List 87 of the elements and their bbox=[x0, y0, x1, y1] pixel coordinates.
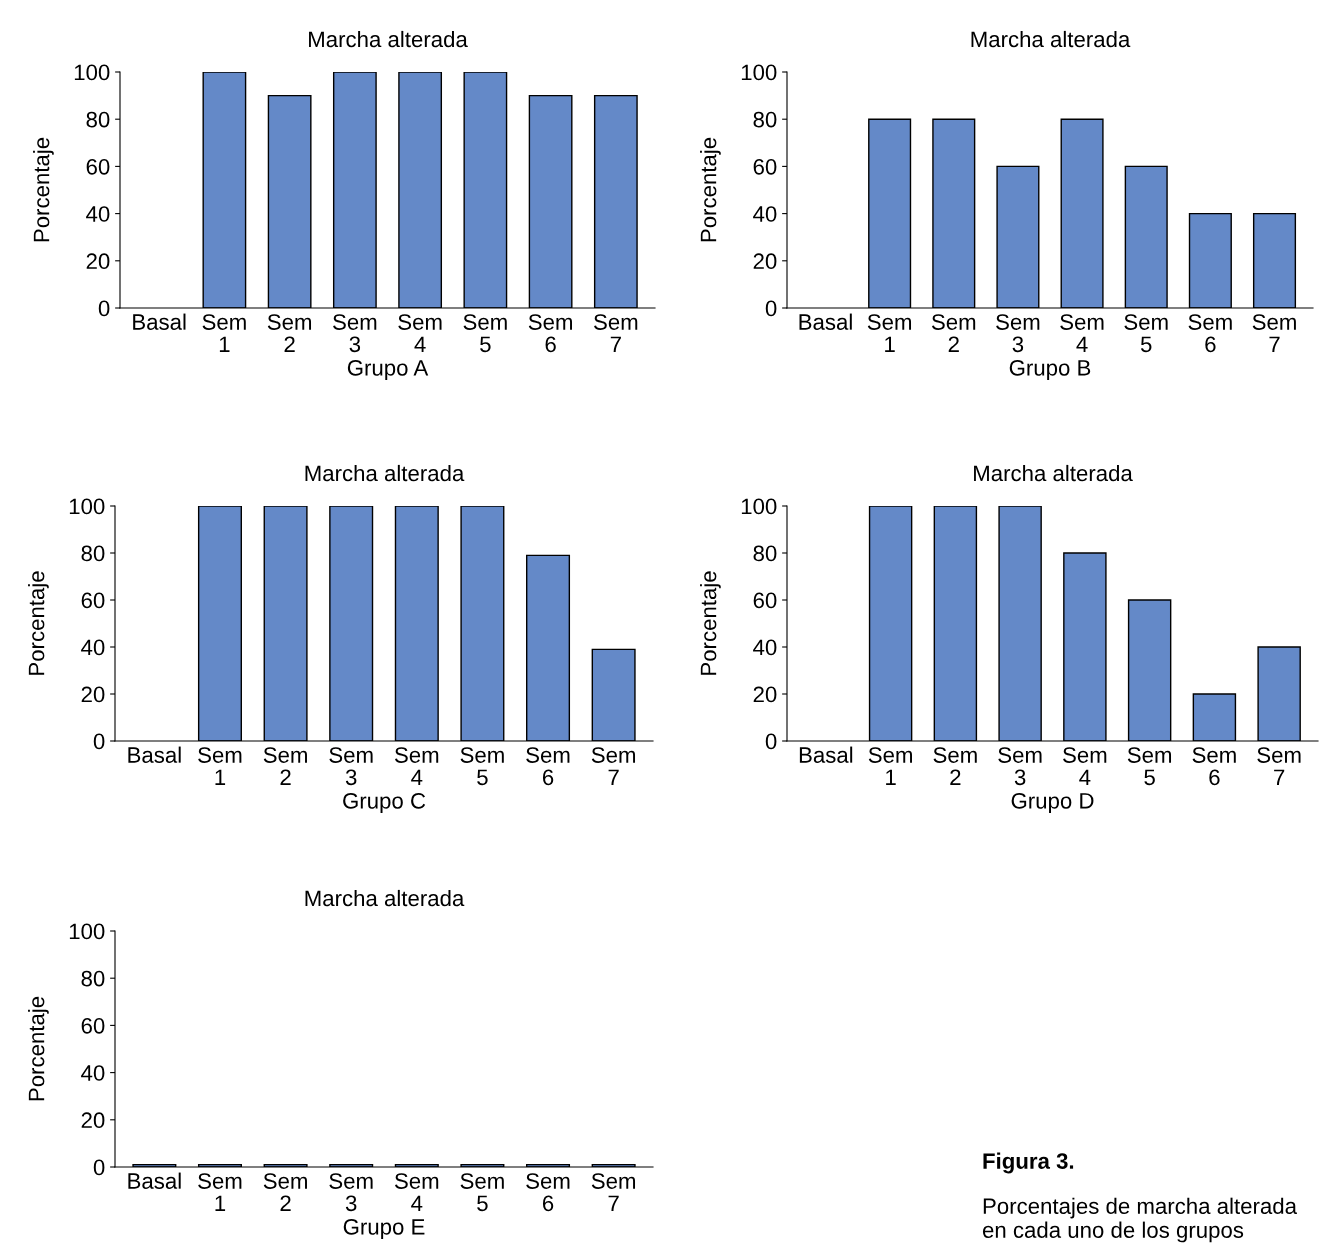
x-tick-label: Sem 6 bbox=[526, 747, 570, 786]
x-tick-label: Sem 2 bbox=[931, 314, 976, 352]
y-tick-label: 40 bbox=[81, 1065, 105, 1081]
x-tick-label: Sem 2 bbox=[933, 747, 977, 785]
x-tick-label: Sem 7 bbox=[1257, 747, 1301, 785]
x-tick-label: Sem 4 bbox=[398, 314, 442, 352]
x-tick-label: Sem 2 bbox=[263, 1173, 307, 1211]
y-tick-label: 80 bbox=[81, 545, 105, 562]
y-tick-label: 80 bbox=[86, 111, 110, 128]
y-tick-label: 20 bbox=[81, 686, 105, 703]
x-tick-label: Sem 4 bbox=[1060, 314, 1104, 352]
x-tick-label: Basal bbox=[128, 1172, 181, 1189]
chart-title: Marcha alterada bbox=[971, 30, 1131, 48]
y-tick-label: 0 bbox=[98, 300, 110, 317]
y-tick-label: 100 bbox=[69, 498, 105, 515]
y-tick-label: 20 bbox=[86, 253, 110, 270]
x-tick-label: Sem 3 bbox=[329, 1173, 373, 1212]
y-tick-label: 100 bbox=[741, 64, 777, 81]
y-tick-label: 60 bbox=[753, 592, 777, 609]
x-tick-label: Sem 4 bbox=[394, 1173, 439, 1211]
y-tick-label: 80 bbox=[753, 111, 777, 128]
x-tick-label: Sem 1 bbox=[868, 747, 912, 785]
chart-title: Marcha alterada bbox=[309, 30, 468, 48]
y-tick-label: 60 bbox=[81, 592, 105, 609]
y-axis-title: Porcentaje bbox=[28, 996, 49, 1101]
x-tick-label: Sem 2 bbox=[267, 314, 312, 352]
x-tick-label: Sem 6 bbox=[528, 314, 572, 353]
x-axis-title: Grupo B bbox=[1009, 359, 1091, 381]
x-axis-title: Grupo D bbox=[1011, 792, 1094, 814]
y-tick-label: 60 bbox=[86, 158, 110, 175]
x-tick-label: Sem 7 bbox=[594, 314, 638, 352]
y-tick-label: 0 bbox=[93, 733, 105, 750]
y-tick-label: 60 bbox=[753, 158, 777, 175]
y-tick-label: 0 bbox=[93, 1159, 105, 1176]
y-tick-label: 0 bbox=[765, 300, 777, 317]
y-tick-label: 40 bbox=[81, 639, 105, 656]
x-tick-label: Sem 3 bbox=[998, 747, 1042, 786]
y-tick-label: 20 bbox=[81, 1112, 105, 1129]
y-tick-label: 80 bbox=[81, 970, 105, 987]
y-tick-label: 60 bbox=[81, 1017, 105, 1034]
y-tick-label: 80 bbox=[753, 545, 777, 562]
x-tick-label: Sem 1 bbox=[198, 1173, 242, 1211]
x-axis-title: Grupo A bbox=[347, 359, 429, 381]
x-tick-label: Sem 6 bbox=[1188, 314, 1232, 353]
y-axis-title: Porcentaje bbox=[28, 571, 49, 675]
x-tick-label: Sem 7 bbox=[1252, 314, 1296, 352]
x-tick-label: Basal bbox=[128, 746, 181, 763]
text: Figura 3. bbox=[983, 1152, 1074, 1174]
x-tick-label: Sem 7 bbox=[591, 1173, 636, 1211]
x-tick-label: Sem 1 bbox=[202, 314, 246, 352]
y-tick-label: 100 bbox=[69, 923, 105, 940]
x-tick-label: Basal bbox=[133, 313, 186, 330]
x-tick-label: Sem 3 bbox=[333, 314, 377, 353]
chart-title: Marcha alterada bbox=[305, 464, 465, 482]
x-tick-label: Sem 5 bbox=[1124, 314, 1168, 353]
x-tick-label: Sem 5 bbox=[463, 314, 507, 353]
x-tick-label: Sem 4 bbox=[394, 747, 439, 785]
y-axis-title: Porcentaje bbox=[33, 137, 54, 242]
chart-title: Marcha alterada bbox=[974, 464, 1133, 482]
x-tick-label: Sem 1 bbox=[198, 747, 242, 785]
x-tick-label: Basal bbox=[799, 746, 853, 763]
y-tick-label: 0 bbox=[765, 733, 777, 750]
x-tick-label: Sem 5 bbox=[460, 747, 504, 786]
x-tick-label: Sem 4 bbox=[1063, 747, 1107, 785]
text: Porcentajes de marcha alterada en cada uno de los grupos bbox=[982, 1197, 1297, 1243]
y-tick-label: 100 bbox=[74, 64, 110, 81]
chart-title: Marcha alterada bbox=[305, 889, 465, 907]
x-tick-label: Sem 3 bbox=[996, 314, 1040, 353]
y-tick-label: 20 bbox=[753, 686, 777, 703]
y-axis-title: Porcentaje bbox=[700, 571, 721, 675]
x-tick-label: Sem 3 bbox=[329, 747, 373, 786]
x-tick-label: Sem 1 bbox=[867, 314, 912, 352]
x-tick-label: Sem 5 bbox=[460, 1173, 504, 1212]
y-tick-label: 40 bbox=[86, 206, 110, 222]
x-tick-label: Sem 6 bbox=[1192, 747, 1236, 786]
y-tick-label: 40 bbox=[753, 639, 777, 656]
x-tick-label: Sem 2 bbox=[263, 747, 307, 785]
x-axis-title: Grupo E bbox=[343, 1218, 425, 1240]
x-axis-title: Grupo C bbox=[343, 792, 426, 814]
x-tick-label: Basal bbox=[799, 313, 852, 330]
x-tick-label: Sem 5 bbox=[1127, 747, 1172, 786]
x-tick-label: Sem 6 bbox=[526, 1173, 570, 1212]
x-tick-label: Sem 7 bbox=[591, 747, 636, 785]
y-axis-title: Porcentaje bbox=[700, 137, 721, 242]
y-tick-label: 40 bbox=[753, 206, 777, 222]
y-tick-label: 20 bbox=[753, 253, 777, 270]
y-tick-label: 100 bbox=[741, 498, 777, 515]
